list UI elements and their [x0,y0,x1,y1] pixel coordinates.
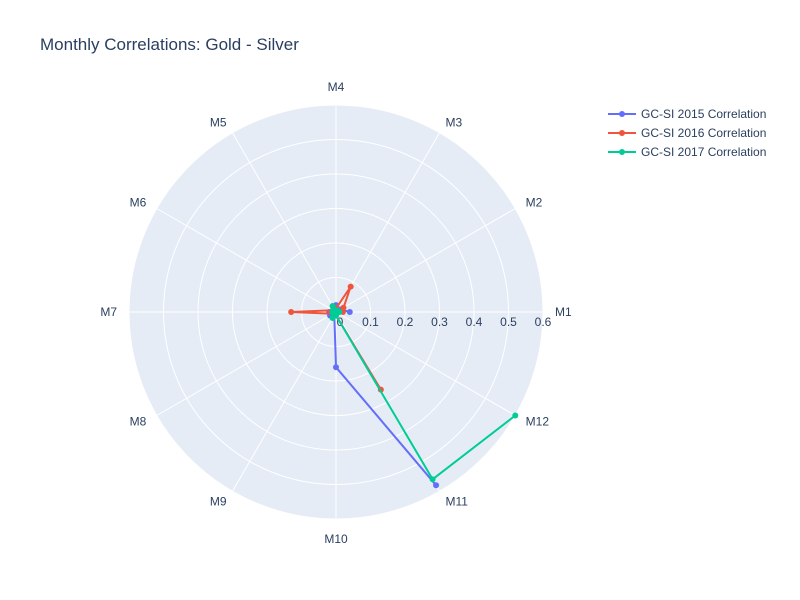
chart-title: Monthly Correlations: Gold - Silver [40,35,299,54]
legend[interactable]: GC-SI 2015 Correlation GC-SI 2016 Correla… [608,107,766,159]
radial-tick-label: 0.3 [431,315,448,329]
data-point [333,312,339,319]
angular-tick-label: M1 [555,305,572,319]
angular-grid-line [335,132,440,313]
legend-label: GC-SI 2016 Correlation [641,126,766,140]
angular-grid-line [232,311,337,492]
radial-tick-label: 0.5 [500,315,517,329]
data-point [288,309,295,315]
legend-marker-icon [619,130,625,136]
angular-tick-label: M10 [324,532,348,546]
data-point [429,476,436,483]
angular-tick-label: M12 [526,415,550,429]
angular-tick-label: M6 [130,196,147,210]
angular-tick-label: M9 [210,495,227,509]
angular-tick-label: M3 [446,115,463,129]
radial-tick-label: 0.2 [397,315,414,329]
angular-tick-label: M5 [210,115,227,129]
data-point [340,304,347,311]
angular-tick-label: M8 [130,415,147,429]
polar-grid [128,104,544,520]
legend-item[interactable]: GC-SI 2015 Correlation [608,107,766,121]
angular-tick-label: M11 [446,495,469,509]
angular-axis-labels: M1 M2 M3 M4 M5 M6 M7 M8 M9 M10 M11 M12 [100,80,572,546]
angular-grid-line [232,132,337,313]
angular-grid-line [335,208,516,313]
angular-tick-label: M7 [100,305,117,319]
angular-grid-line [156,311,337,416]
angular-tick-label: M2 [526,196,543,210]
angular-grid-line [335,311,516,416]
data-point [333,364,339,371]
data-point [512,412,519,419]
data-point [346,309,353,315]
data-point [433,482,440,489]
radial-axis-labels: 0 0.1 0.2 0.3 0.4 0.5 0.6 [337,315,552,329]
legend-marker-icon [619,111,625,117]
angular-tick-label: M4 [328,80,345,94]
angular-grid-line [156,208,337,313]
legend-item[interactable]: GC-SI 2016 Correlation [608,126,766,140]
radial-tick-label: 0.6 [535,315,552,329]
series-3 [329,303,519,483]
radial-tick-label: 0.1 [362,315,379,329]
legend-item[interactable]: GC-SI 2017 Correlation [608,145,766,159]
series-layer [288,283,519,489]
data-point [347,283,354,290]
legend-label: GC-SI 2015 Correlation [641,107,766,121]
legend-marker-icon [619,149,625,155]
radial-tick-label: 0.4 [466,315,483,329]
legend-label: GC-SI 2017 Correlation [641,145,766,159]
